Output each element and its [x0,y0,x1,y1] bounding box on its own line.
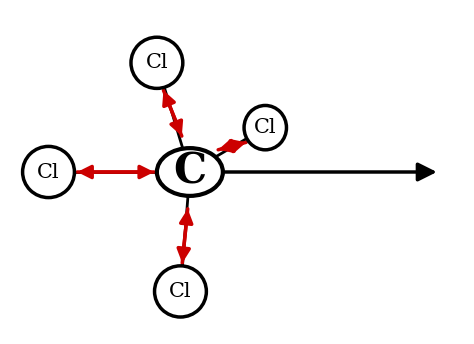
Ellipse shape [155,266,206,317]
Text: Cl: Cl [169,282,192,301]
Ellipse shape [244,106,286,150]
Text: Cl: Cl [146,53,168,72]
Text: Cl: Cl [254,118,277,137]
Ellipse shape [23,147,74,197]
Text: C: C [173,151,207,193]
Ellipse shape [131,37,183,88]
Text: Cl: Cl [37,162,60,182]
Circle shape [157,148,223,196]
